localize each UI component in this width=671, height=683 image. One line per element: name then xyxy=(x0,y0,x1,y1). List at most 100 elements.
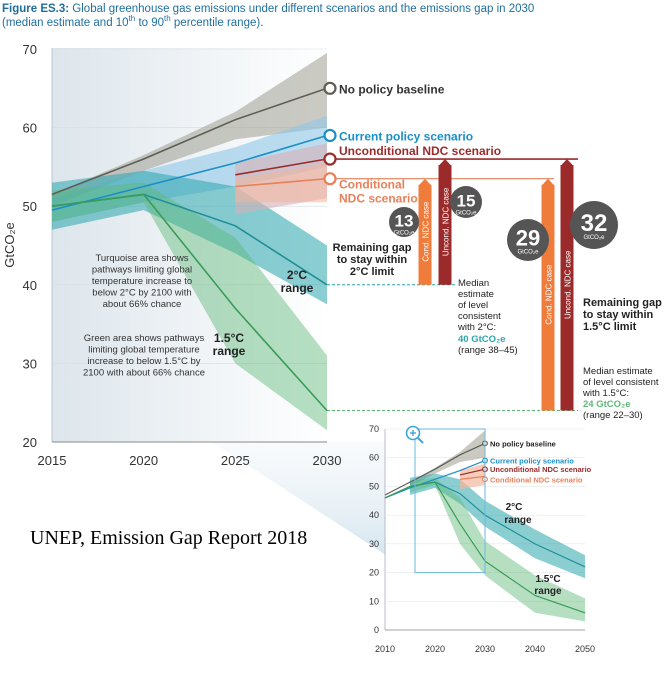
inset-series-label-1: Current policy scenario xyxy=(490,457,574,466)
inset-y-tick-30: 30 xyxy=(369,539,379,549)
main-series-line-1 xyxy=(51,134,328,211)
main-y-tick-60: 60 xyxy=(23,121,37,136)
median-15c-text-2: with 1.5°C: xyxy=(582,388,629,399)
inset-x-tick-2050: 2050 xyxy=(575,644,595,654)
main-x-tick-2020: 2020 xyxy=(129,453,158,468)
median-15c-text-1: of level consistent xyxy=(583,377,659,388)
main-two-deg-label-1: 2°C xyxy=(287,268,307,282)
label-conditional-line2: NDC scenario xyxy=(339,192,418,206)
inset-two-deg-label-2: range xyxy=(504,515,532,526)
green-note-1: limiting global temperature xyxy=(88,345,199,356)
main-series-line-2 xyxy=(235,158,328,176)
turquoise-note-1: pathways limiting global xyxy=(92,265,192,276)
median-15c-range: (range 22–30) xyxy=(583,410,643,421)
turquoise-note-2: temperature increase to xyxy=(92,276,192,287)
label-no-policy-baseline: No policy baseline xyxy=(339,82,445,96)
gap-uncond-15c-circle xyxy=(570,201,618,249)
gap-uncond-2c-arrowhead xyxy=(438,159,452,167)
main-one-five-label-1: 1.5°C xyxy=(214,331,244,345)
main-y-tick-40: 40 xyxy=(23,278,37,293)
inset-two-deg-label-1: 2°C xyxy=(506,502,523,513)
figure-title-sup1: th xyxy=(128,14,136,24)
gap-uncond-15c-value: 32 xyxy=(581,210,608,237)
gap-cond-15c-arrowhead xyxy=(541,178,555,186)
main-y-tick-50: 50 xyxy=(23,199,37,214)
gap-uncond-15c-unit: GtCO₂e xyxy=(584,235,606,241)
inset-series-label-2: Unconditional NDC scenario xyxy=(490,465,592,474)
turquoise-note-0: Turquoise area shows xyxy=(95,253,188,264)
median-2c-text-4: with 2°C: xyxy=(457,322,496,333)
median-15c-text-0: Median estimate xyxy=(583,366,653,377)
gap-cond-15c-label: Cond. NDC case xyxy=(545,264,554,325)
gap-2c-text-1: to stay within xyxy=(337,254,408,266)
inset-series-line-3 xyxy=(459,475,486,480)
inset-y-tick-0: 0 xyxy=(374,625,379,635)
figure-title-line1: Global greenhouse gas emissions under di… xyxy=(69,3,535,15)
median-15c-value: 24 GtCO₂e xyxy=(583,399,631,410)
gap-uncond-2c-label: Uncond. NDC case xyxy=(442,187,451,256)
inset-y-tick-60: 60 xyxy=(369,453,379,463)
gap-cond-15c-value: 29 xyxy=(516,226,540,251)
gap-cond-15c-unit: GtCO₂e xyxy=(518,250,540,256)
gap-cond-2c-circle xyxy=(389,207,419,237)
label-current-policy: Current policy scenario xyxy=(339,129,473,143)
gap-uncond-15c-arrowhead xyxy=(560,159,574,167)
inset-series-line-2 xyxy=(459,468,486,476)
median-2c-text-2: of level xyxy=(458,300,488,311)
current-end-marker xyxy=(323,128,337,143)
median-2c-value: 40 GtCO₂e xyxy=(458,334,506,345)
gap-cond-2c-unit: GtCO₂e xyxy=(394,230,416,236)
gap-cond-2c-value: 13 xyxy=(395,211,414,230)
inset-ndc-band xyxy=(460,463,485,490)
gap-15c-text-1: to stay within xyxy=(583,309,654,321)
turquoise-note-4: about 66% chance xyxy=(103,299,182,310)
inset-x-tick-2030: 2030 xyxy=(475,644,495,654)
main-series-line-5 xyxy=(51,193,328,412)
gap-15c-text-0: Remaining gap xyxy=(583,297,662,309)
figure-label: Figure ES.3: xyxy=(2,3,70,15)
green-note-0: Green area shows pathways xyxy=(84,333,205,344)
gap-cond-2c-arrowhead xyxy=(418,178,432,186)
green-note-2: increase to below 1.5°C by xyxy=(87,356,200,367)
gap-cond-2c-bar xyxy=(418,184,432,285)
source-caption: UNEP, Emission Gap Report 2018 xyxy=(30,527,308,549)
gap-uncond-2c-bar xyxy=(438,165,452,285)
inset-y-tick-50: 50 xyxy=(369,481,379,491)
green-note-3: 2100 with about 66% chance xyxy=(83,368,205,379)
inset-series-line-1 xyxy=(384,460,486,499)
figure-title-sup2: th xyxy=(164,14,171,24)
main-x-tick-2015: 2015 xyxy=(38,453,67,468)
main-two-deg-label-2: range xyxy=(281,281,314,295)
median-2c-text-1: estimate xyxy=(458,289,494,300)
uncond-end-marker xyxy=(323,152,337,166)
gap-cond-15c-circle xyxy=(507,219,549,261)
main-y-tick-30: 30 xyxy=(23,356,37,371)
gap-uncond-2c-value: 15 xyxy=(457,191,476,210)
inset-zoom-rectangle xyxy=(414,428,486,574)
inset-one-five-label-2: range xyxy=(534,586,562,597)
main-y-axis-label: GtCO₂e xyxy=(2,222,17,268)
main-x-tick-2025: 2025 xyxy=(221,453,250,468)
median-2c-text-0: Median xyxy=(458,278,489,289)
inset-y-tick-40: 40 xyxy=(369,510,379,520)
main-one-five-label-2: range xyxy=(213,344,246,358)
baseline-end-marker xyxy=(323,81,337,95)
main-y-tick-20: 20 xyxy=(23,435,37,450)
inset-x-tick-2010: 2010 xyxy=(375,644,395,654)
gap-15c-text-2: 1.5°C limit xyxy=(583,321,637,333)
magnifier-handle xyxy=(417,437,424,444)
figure-title-line2-pre: (median estimate and 10 xyxy=(2,17,129,29)
inset-x-tick-2040: 2040 xyxy=(525,644,545,654)
inset-two-deg-band xyxy=(410,473,585,579)
inset-series-label-0: No policy baseline xyxy=(490,439,556,448)
inset-y-tick-10: 10 xyxy=(369,596,379,606)
inset-one-five-label-1: 1.5°C xyxy=(535,574,560,585)
figure-title-line2-mid: to 90 xyxy=(135,17,165,29)
inset-x-tick-2020: 2020 xyxy=(425,644,445,654)
main-series-line-3 xyxy=(235,177,328,188)
label-unconditional-ndc: Unconditional NDC scenario xyxy=(339,144,501,158)
gap-cond-2c-label: Cond. NDC case xyxy=(422,201,431,262)
inset-y-tick-20: 20 xyxy=(369,568,379,578)
